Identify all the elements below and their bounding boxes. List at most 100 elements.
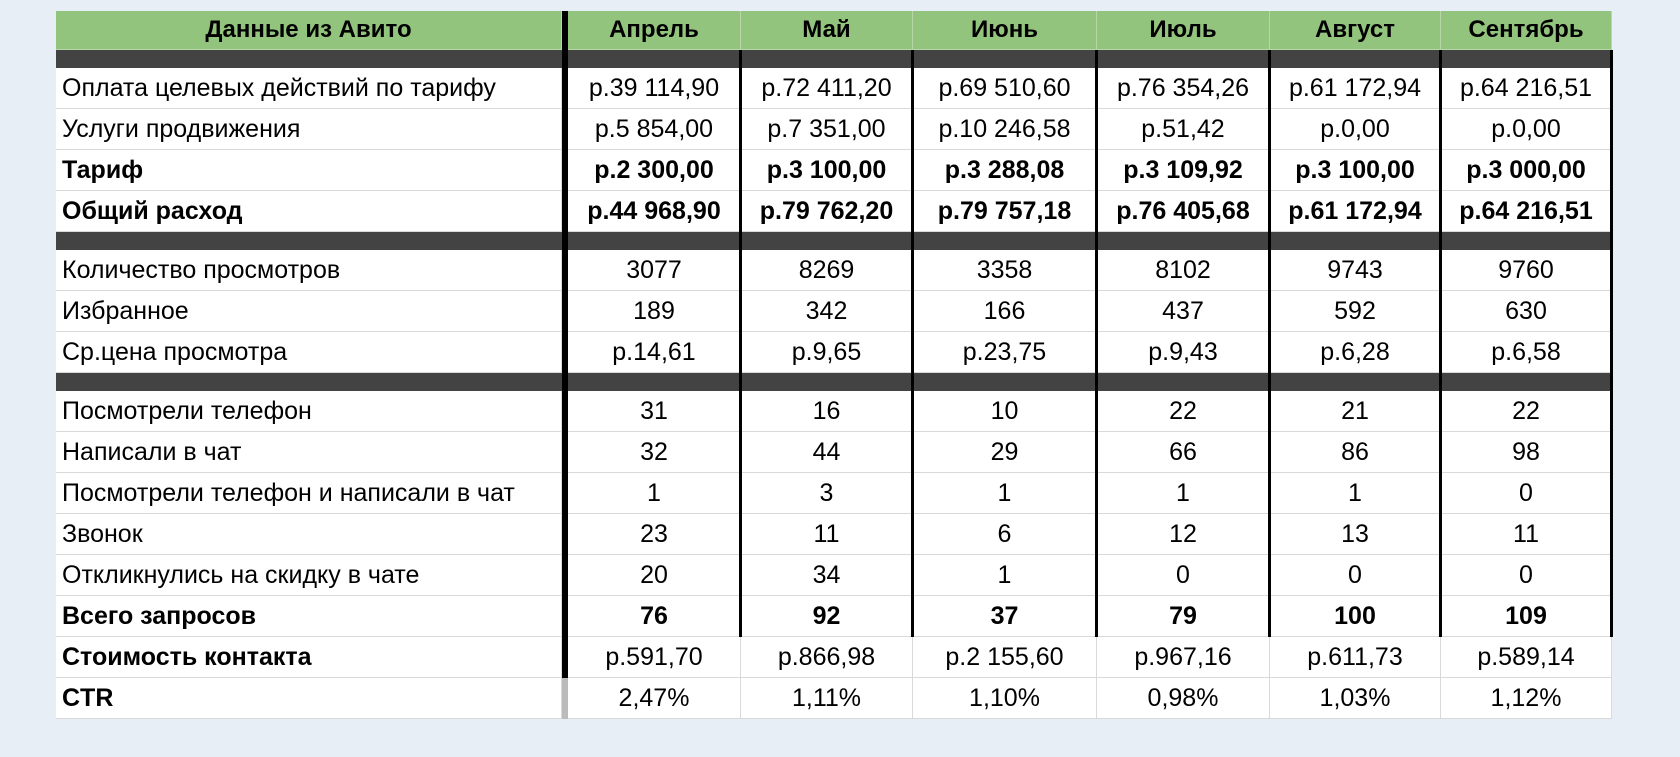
cell-value: 437 [1097, 291, 1270, 332]
header-month: Май [741, 11, 913, 50]
cell-value: 0,98% [1097, 678, 1270, 719]
cell-value: р.9,43 [1097, 332, 1270, 373]
cell-value: 1 [1270, 473, 1441, 514]
cell-value: 1 [913, 473, 1097, 514]
header-month: Август [1270, 11, 1441, 50]
cell-value: р.79 762,20 [741, 191, 913, 232]
cell-value: 29 [913, 432, 1097, 473]
cell-value: 11 [1441, 514, 1612, 555]
cell-value: 21 [1270, 391, 1441, 432]
cell-value: 37 [913, 596, 1097, 637]
cell-value: р.69 510,60 [913, 68, 1097, 109]
cell-value: 8269 [741, 250, 913, 291]
column-divider [911, 50, 914, 637]
cell-value: р.76 354,26 [1097, 68, 1270, 109]
header-month: Июль [1097, 11, 1270, 50]
cell-value: р.51,42 [1097, 109, 1270, 150]
column-divider [1439, 50, 1442, 637]
cell-value: р.6,58 [1441, 332, 1612, 373]
cell-value: 3077 [568, 250, 741, 291]
cell-value: 2,47% [568, 678, 741, 719]
cell-value: 92 [741, 596, 913, 637]
cell-value: 20 [568, 555, 741, 596]
cell-value: р.3 100,00 [1270, 150, 1441, 191]
row-label: Услуги продвижения [56, 109, 562, 150]
cell-value: 22 [1441, 391, 1612, 432]
cell-value: р.39 114,90 [568, 68, 741, 109]
cell-value: р.3 109,92 [1097, 150, 1270, 191]
row-label: Оплата целевых действий по тарифу [56, 68, 562, 109]
frozen-column-divider-light [562, 678, 568, 719]
cell-value: р.3 000,00 [1441, 150, 1612, 191]
cell-value: р.10 246,58 [913, 109, 1097, 150]
cell-value: р.611,73 [1270, 637, 1441, 678]
cell-value: 76 [568, 596, 741, 637]
cell-value: р.6,28 [1270, 332, 1441, 373]
cell-value: 11 [741, 514, 913, 555]
cell-value: 16 [741, 391, 913, 432]
row-label: Избранное [56, 291, 562, 332]
cell-value: 630 [1441, 291, 1612, 332]
section-separator [56, 373, 1612, 391]
cell-value: р.5 854,00 [568, 109, 741, 150]
cell-value: р.61 172,94 [1270, 191, 1441, 232]
cell-value: 1 [913, 555, 1097, 596]
cell-value: 109 [1441, 596, 1612, 637]
cell-value: 1 [1097, 473, 1270, 514]
cell-value: р.64 216,51 [1441, 68, 1612, 109]
cell-value: р.79 757,18 [913, 191, 1097, 232]
cell-value: 189 [568, 291, 741, 332]
cell-value: 6 [913, 514, 1097, 555]
cell-value: 66 [1097, 432, 1270, 473]
section-separator [56, 50, 1612, 68]
header-title: Данные из Авито [56, 11, 562, 50]
cell-value: 1 [568, 473, 741, 514]
cell-value: 9743 [1270, 250, 1441, 291]
column-divider [1268, 50, 1271, 637]
cell-value: р.967,16 [1097, 637, 1270, 678]
row-label: Ср.цена просмотра [56, 332, 562, 373]
cell-value: р.3 100,00 [741, 150, 913, 191]
cell-value: 0 [1441, 473, 1612, 514]
cell-value: 9760 [1441, 250, 1612, 291]
cell-value: 592 [1270, 291, 1441, 332]
row-label: Всего запросов [56, 596, 562, 637]
header-month: Июнь [913, 11, 1097, 50]
header-month: Апрель [568, 11, 741, 50]
cell-value: 86 [1270, 432, 1441, 473]
cell-value: 0 [1097, 555, 1270, 596]
cell-value: 98 [1441, 432, 1612, 473]
cell-value: 44 [741, 432, 913, 473]
cell-value: 1,11% [741, 678, 913, 719]
cell-value: 342 [741, 291, 913, 332]
row-label: Звонок [56, 514, 562, 555]
cell-value: 100 [1270, 596, 1441, 637]
row-label: Количество просмотров [56, 250, 562, 291]
cell-value: р.0,00 [1270, 109, 1441, 150]
header-month: Сентябрь [1441, 11, 1612, 50]
cell-value: р.591,70 [568, 637, 741, 678]
cell-value: р.72 411,20 [741, 68, 913, 109]
row-label: Посмотрели телефон [56, 391, 562, 432]
cell-value: 79 [1097, 596, 1270, 637]
cell-value: 23 [568, 514, 741, 555]
column-divider [1095, 50, 1098, 637]
cell-value: 34 [741, 555, 913, 596]
row-label: Откликнулись на скидку в чате [56, 555, 562, 596]
cell-value: р.866,98 [741, 637, 913, 678]
cell-value: 8102 [1097, 250, 1270, 291]
row-label: Написали в чат [56, 432, 562, 473]
cell-value: 3 [741, 473, 913, 514]
cell-value: р.14,61 [568, 332, 741, 373]
cell-value: р.0,00 [1441, 109, 1612, 150]
cell-value: 22 [1097, 391, 1270, 432]
cell-value: р.23,75 [913, 332, 1097, 373]
cell-value: 32 [568, 432, 741, 473]
cell-value: 13 [1270, 514, 1441, 555]
cell-value: 12 [1097, 514, 1270, 555]
section-separator [56, 232, 1612, 250]
column-divider [739, 50, 742, 637]
cell-value: р.7 351,00 [741, 109, 913, 150]
cell-value: р.64 216,51 [1441, 191, 1612, 232]
